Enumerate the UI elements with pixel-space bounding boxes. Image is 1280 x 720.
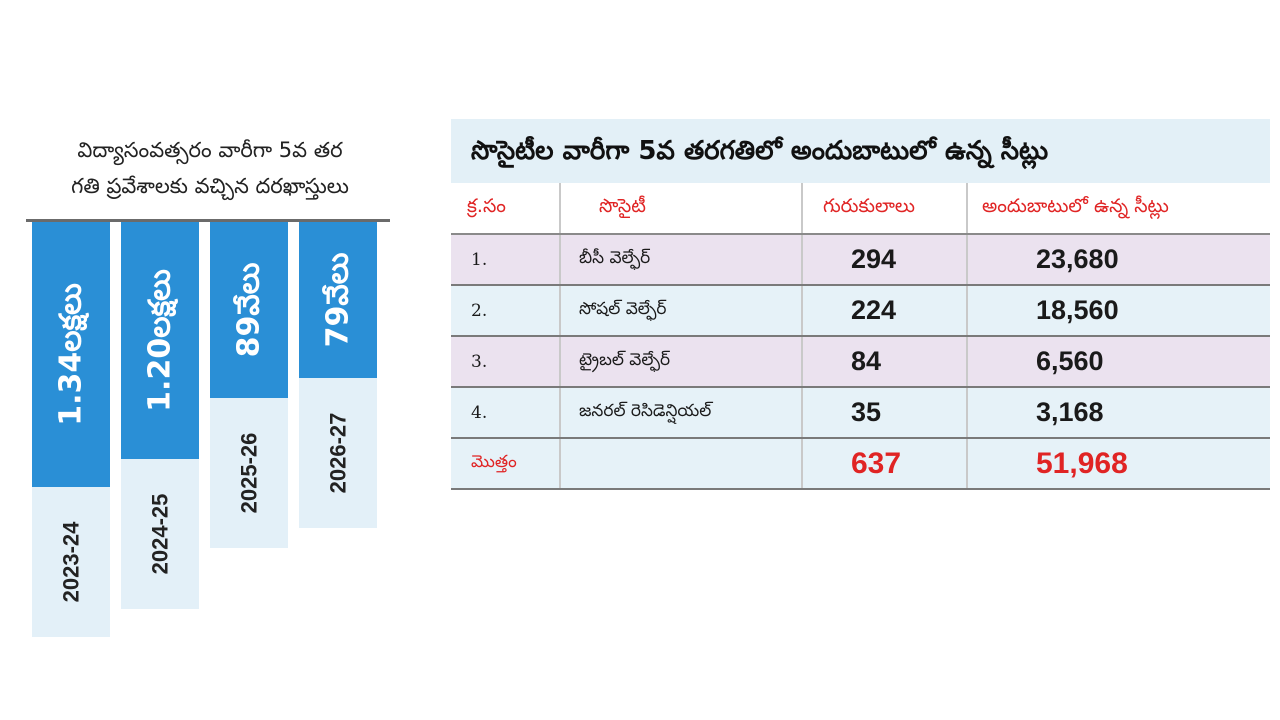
- bar-2024-25: [121, 222, 199, 459]
- bar-value-label: 79వేలు: [321, 253, 356, 348]
- header-society: సొసైటీ: [560, 183, 803, 235]
- table-title: సొసైటీల వారీగా 5వ తరగతిలో అందుబాటులో ఉన్…: [451, 119, 1270, 183]
- table-row: 1. బీసీ వెల్ఫేర్ 294 23,680: [451, 234, 1270, 286]
- bar-2025-26: [210, 222, 288, 398]
- cell-society: జనరల్ రెసిడెన్షియల్: [560, 387, 803, 439]
- cell-total-seats: 51,968: [967, 438, 1270, 490]
- cell-seats: 6,560: [967, 336, 1270, 388]
- applications-bar-chart: 1.34లక్షలు 2023-24 1.20లక్షలు 2024-25 89వేలు…: [32, 222, 377, 637]
- cell-society: సోషల్ వెల్ఫేర్: [560, 285, 803, 337]
- cell-seats: 23,680: [967, 234, 1270, 286]
- year-label-box: [299, 378, 377, 528]
- table-row: 2. సోషల్ వెల్ఫేర్ 224 18,560: [451, 285, 1270, 337]
- chart-baseline: [26, 219, 390, 222]
- year-label-box: [32, 487, 110, 637]
- year-tick-label: 2026-27: [326, 413, 351, 494]
- chart-title-line-1: విద్యాసంవత్సరం వారీగా 5వ తర: [77, 138, 343, 162]
- cell-serial: 4.: [451, 387, 561, 439]
- cell-gurukulas: 84: [802, 336, 968, 388]
- year-tick-label: 2023-24: [59, 521, 84, 603]
- chart-title: విద్యాసంవత్సరం వారీగా 5వ తర గతి ప్రవేశాల…: [30, 132, 390, 204]
- cell-total-empty: [560, 438, 803, 490]
- header-available-seats: అందుబాటులో ఉన్న సీట్లు: [967, 183, 1270, 235]
- bar-2026-27: [299, 222, 377, 378]
- year-tick-label: 2024-25: [148, 494, 173, 575]
- table-total-row: మొత్తం 637 51,968: [451, 438, 1270, 490]
- bar-value-label: 1.20లక్షలు: [143, 269, 179, 412]
- year-label-box: [210, 398, 288, 548]
- header-serial-number: క్ర.సం: [451, 183, 561, 235]
- seats-table-panel: సొసైటీల వారీగా 5వ తరగతిలో అందుబాటులో ఉన్…: [451, 119, 1270, 490]
- chart-title-line-2: గతి ప్రవేశాలకు వచ్చిన దరఖాస్తులు: [71, 174, 349, 198]
- cell-total-gurukulas: 637: [802, 438, 968, 490]
- cell-serial: 1.: [451, 234, 561, 286]
- seats-table: క్ర.సం సొసైటీ గురుకులాలు అందుబాటులో ఉన్న…: [451, 183, 1270, 490]
- bar-value-label: 1.34లక్షలు: [54, 283, 90, 426]
- cell-gurukulas: 294: [802, 234, 968, 286]
- table-header-row: క్ర.సం సొసైటీ గురుకులాలు అందుబాటులో ఉన్న…: [451, 183, 1270, 235]
- cell-serial: 2.: [451, 285, 561, 337]
- bar-2023-24: [32, 222, 110, 487]
- cell-gurukulas: 35: [802, 387, 968, 439]
- year-label-box: [121, 459, 199, 609]
- cell-seats: 3,168: [967, 387, 1270, 439]
- cell-gurukulas: 224: [802, 285, 968, 337]
- cell-seats: 18,560: [967, 285, 1270, 337]
- bar-value-label: 89వేలు: [232, 263, 267, 358]
- cell-society: ట్రైబల్ వెల్ఫేర్: [560, 336, 803, 388]
- cell-total-label: మొత్తం: [451, 438, 561, 490]
- header-gurukulas: గురుకులాలు: [802, 183, 968, 235]
- cell-society: బీసీ వెల్ఫేర్: [560, 234, 803, 286]
- table-row: 3. ట్రైబల్ వెల్ఫేర్ 84 6,560: [451, 336, 1270, 388]
- year-tick-label: 2025-26: [237, 433, 262, 514]
- cell-serial: 3.: [451, 336, 561, 388]
- table-row: 4. జనరల్ రెసిడెన్షియల్ 35 3,168: [451, 387, 1270, 439]
